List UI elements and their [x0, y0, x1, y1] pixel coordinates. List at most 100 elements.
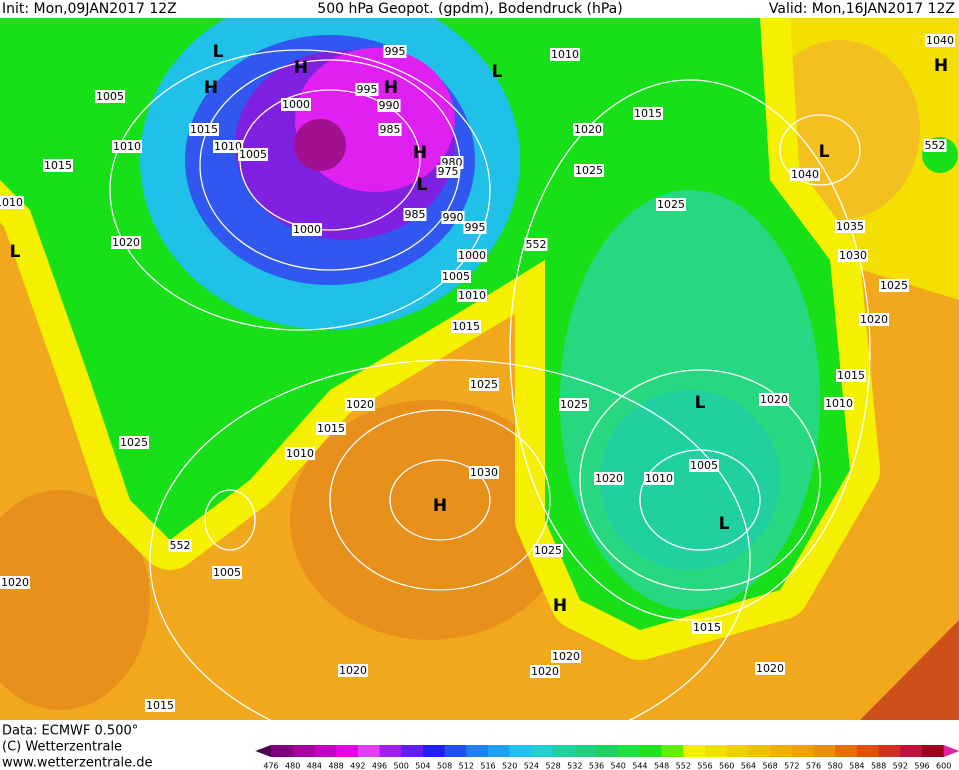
label-box [212, 566, 242, 579]
isobar-label: 1010 [113, 140, 141, 153]
label-box [112, 140, 142, 153]
isobar-label: 1015 [837, 369, 865, 382]
label-box [441, 270, 471, 283]
colorbar-tick-label: 496 [372, 762, 387, 770]
colorbar-swatch [748, 745, 771, 757]
label-box [524, 238, 548, 251]
colorbar-swatch [856, 745, 880, 757]
colorbar-tick-label: 596 [914, 762, 929, 770]
label-box [594, 472, 624, 485]
isobar-label: 995 [357, 83, 378, 96]
label-box [189, 123, 219, 136]
label-box [0, 576, 30, 589]
valid-time: Valid: Mon,16JAN2017 12Z [769, 1, 955, 17]
label-box [383, 45, 407, 58]
colorbar-tick-label: 504 [415, 762, 430, 770]
label-box [119, 436, 149, 449]
colorbar-tick-label: 476 [263, 762, 278, 770]
label-box [441, 211, 465, 224]
label-box [923, 139, 947, 152]
label-box [436, 165, 460, 178]
label-box [451, 320, 481, 333]
isobar-label: 1010 [551, 48, 579, 61]
isobar-label: 1005 [213, 566, 241, 579]
isobar-label: 1025 [534, 544, 562, 557]
colorbar-tick-label: 540 [611, 762, 626, 770]
isobar-label: 552 [170, 539, 191, 552]
label-box [457, 289, 487, 302]
colorbar-swatch [618, 745, 641, 757]
label-box [790, 168, 820, 181]
colorbar-swatch [422, 745, 446, 757]
isobar-label: 1040 [926, 34, 954, 47]
colorbar-tick-label: 524 [524, 762, 539, 770]
isobar-label: 1030 [470, 466, 498, 479]
isobar-label: 1020 [1, 576, 29, 589]
isobar-label: 552 [925, 139, 946, 152]
colorbar-swatch [791, 745, 814, 757]
isobar-label: 1000 [282, 98, 310, 111]
label-box [838, 249, 868, 262]
label-box [836, 369, 866, 382]
pressure-center: H [934, 56, 948, 76]
colorbar-swatch [314, 745, 337, 757]
colorbar-swatch [878, 745, 901, 757]
label-box [469, 378, 499, 391]
isobar-label: 1025 [657, 198, 685, 211]
label-box [111, 236, 141, 249]
label-box [281, 98, 311, 111]
isobar-label: 552 [526, 238, 547, 251]
colorbar-tick-label: 592 [893, 762, 908, 770]
pressure-center: H [294, 58, 308, 78]
label-box [378, 123, 402, 136]
label-box [755, 662, 785, 675]
isobar-label: 1015 [452, 320, 480, 333]
colorbar-tick-label: 580 [828, 762, 843, 770]
label-box [633, 107, 663, 120]
isobar-label: 1015 [317, 422, 345, 435]
pressure-center: L [10, 242, 21, 262]
colorbar-tick-label: 600 [936, 762, 951, 770]
label-box [759, 393, 789, 406]
colorbar-swatch [726, 745, 749, 757]
label-box [551, 650, 581, 663]
pressure-center: L [213, 42, 224, 62]
colorbar-swatch [900, 745, 923, 757]
isobar-label: 1025 [470, 378, 498, 391]
isobar-label: 1025 [880, 279, 908, 292]
colorbar-arrow [943, 745, 959, 757]
colorbar-swatch [292, 745, 315, 757]
label-box [559, 398, 589, 411]
label-box [692, 621, 722, 634]
label-box [0, 196, 24, 209]
label-box [457, 249, 487, 262]
isobar-label: 995 [465, 221, 486, 234]
colorbar-tick-label: 584 [849, 762, 864, 770]
pressure-center: L [819, 142, 830, 162]
pressure-center: L [695, 393, 706, 413]
colorbar-tick-label: 484 [307, 762, 322, 770]
label-box [463, 221, 487, 234]
init-time: Init: Mon,09JAN2017 12Z [2, 1, 177, 17]
isobar-label: 1010 [286, 447, 314, 460]
label-box [574, 164, 604, 177]
isobar-label: 985 [405, 208, 426, 221]
isobar-label: 990 [443, 211, 464, 224]
colorbar-tick-label: 532 [567, 762, 582, 770]
label-box [689, 459, 719, 472]
isobar-label: 1020 [760, 393, 788, 406]
label-box [338, 664, 368, 677]
label-box [550, 48, 580, 61]
label-box [533, 544, 563, 557]
colorbar-tick-label: 548 [654, 762, 669, 770]
isobar-label: 1025 [560, 398, 588, 411]
colorbar-tick-label: 500 [394, 762, 409, 770]
label-box [292, 223, 322, 236]
header-bar [0, 0, 959, 18]
colorbar-swatch [488, 745, 511, 757]
website: www.wetterzentrale.de [2, 756, 152, 770]
colorbar-swatch [379, 745, 402, 757]
